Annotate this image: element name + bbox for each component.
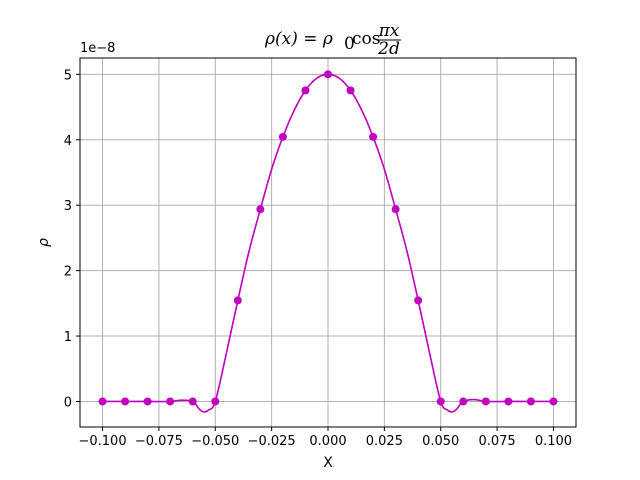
- data-point: [549, 397, 558, 406]
- y-axis-label: ρ: [36, 238, 52, 247]
- data-point: [504, 397, 513, 406]
- grid-lines: [80, 58, 576, 427]
- x-tick-label: 0.050: [422, 434, 459, 449]
- data-point: [121, 397, 130, 406]
- data-point: [188, 397, 197, 406]
- x-tick-label: −0.050: [191, 434, 239, 449]
- data-point: [256, 205, 265, 214]
- data-point: [301, 86, 310, 95]
- ticks: −0.100 −0.075 −0.050 −0.025 0.000 0.025 0.050 0…: [64, 68, 572, 449]
- title-subscript: 0: [344, 34, 355, 54]
- data-point: [324, 70, 332, 79]
- y-tick-label: 4: [64, 134, 72, 149]
- chart-title: ρ(x) = ρ 0 cos πx 2d: [264, 21, 401, 59]
- data-point: [481, 397, 490, 406]
- x-tick-label: 0.000: [309, 434, 346, 449]
- data-point: [98, 397, 107, 406]
- x-axis-label: X: [323, 455, 333, 471]
- y-tick-label: 3: [64, 199, 72, 214]
- data-point: [143, 397, 152, 406]
- title-fraction-denominator: 2d: [377, 39, 400, 59]
- x-tick-label: 0.075: [478, 434, 515, 449]
- data-point: [414, 296, 423, 305]
- data-point: [166, 397, 175, 406]
- y-tick-label: 1: [64, 330, 72, 345]
- data-point: [278, 132, 287, 141]
- data-point: [346, 86, 355, 95]
- data-point: [391, 205, 400, 214]
- title-lhs: ρ(x) = ρ: [264, 29, 333, 49]
- x-tick-label: 0.100: [535, 434, 572, 449]
- y-tick-label: 2: [64, 265, 72, 280]
- data-point: [436, 397, 445, 406]
- y-tick-label: 5: [64, 68, 72, 83]
- y-offset-label: 1e−8: [80, 41, 115, 56]
- y-tick-label: 0: [64, 395, 72, 410]
- plot-data: [98, 70, 558, 413]
- data-point: [211, 397, 220, 406]
- x-tick-label: −0.075: [135, 434, 183, 449]
- title-fraction-numerator: πx: [378, 21, 400, 41]
- data-point: [369, 132, 378, 141]
- data-point: [233, 296, 242, 305]
- x-tick-label: −0.100: [78, 434, 126, 449]
- x-tick-label: 0.025: [366, 434, 403, 449]
- title-func: cos: [352, 29, 380, 49]
- data-point: [526, 397, 535, 406]
- data-point: [459, 397, 468, 406]
- x-tick-label: −0.025: [248, 434, 296, 449]
